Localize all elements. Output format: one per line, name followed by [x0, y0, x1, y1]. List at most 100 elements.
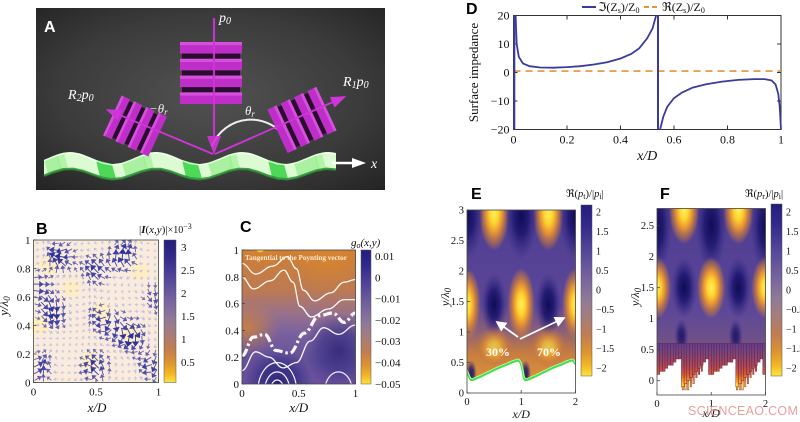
svg-text:0.6: 0.6: [225, 299, 239, 311]
svg-text:0.2: 0.2: [17, 349, 31, 361]
svg-text:−1.5: −1.5: [596, 344, 614, 355]
svg-text:−10: −10: [491, 94, 510, 108]
svg-text:3: 3: [459, 206, 464, 217]
svg-text:0.5: 0.5: [641, 345, 654, 356]
svg-text:1: 1: [459, 328, 464, 339]
svg-text:F: F: [660, 186, 670, 203]
svg-text:0.2: 0.2: [560, 133, 575, 147]
svg-text:0.5: 0.5: [451, 358, 464, 369]
svg-text:0.2: 0.2: [225, 352, 239, 364]
svg-text:−θr: −θr: [149, 101, 168, 117]
svg-text:0.5: 0.5: [89, 387, 103, 399]
svg-text:B: B: [36, 221, 48, 238]
svg-text:x/D: x/D: [702, 406, 721, 420]
svg-text:A: A: [44, 19, 56, 36]
svg-text:y/λ0: y/λ0: [630, 287, 643, 307]
svg-text:θr: θr: [245, 103, 255, 119]
svg-text:2: 2: [459, 267, 464, 278]
svg-text:0: 0: [31, 387, 37, 399]
svg-text:0.5: 0.5: [786, 266, 799, 277]
svg-text:x/D: x/D: [636, 149, 657, 164]
svg-text:2.5: 2.5: [181, 265, 195, 277]
svg-text:−2: −2: [786, 364, 797, 375]
svg-text:0.8: 0.8: [720, 133, 735, 147]
svg-text:0: 0: [459, 389, 464, 400]
svg-text:Surface impedance: Surface impedance: [466, 23, 481, 122]
svg-text:−0.02: −0.02: [375, 315, 400, 327]
svg-text:2.5: 2.5: [451, 236, 464, 247]
svg-text:|I(x,y)|×10−3: |I(x,y)|×10−3: [139, 222, 192, 236]
svg-text:ℜ(pt)/|pi|: ℜ(pt)/|pi|: [566, 188, 604, 201]
svg-text:1.5: 1.5: [641, 283, 654, 294]
svg-text:2.5: 2.5: [641, 221, 654, 232]
svg-text:D: D: [466, 1, 478, 18]
svg-text:1: 1: [25, 235, 31, 247]
svg-text:2: 2: [786, 208, 791, 219]
svg-text:10: 10: [498, 37, 510, 51]
svg-text:0.4: 0.4: [613, 133, 628, 147]
svg-text:−0.01: −0.01: [375, 294, 400, 306]
svg-text:x/D: x/D: [512, 407, 531, 421]
svg-text:1: 1: [596, 247, 601, 258]
svg-text:−0.05: −0.05: [375, 379, 401, 391]
svg-text:ℑ(Zs)/Z0: ℑ(Zs)/Z0: [598, 0, 640, 15]
svg-text:1.5: 1.5: [786, 227, 799, 238]
svg-text:1.5: 1.5: [596, 227, 609, 238]
svg-text:1: 1: [234, 245, 240, 257]
svg-text:0: 0: [239, 388, 245, 400]
svg-text:1: 1: [709, 399, 714, 410]
svg-text:0: 0: [596, 286, 601, 297]
svg-text:1: 1: [181, 334, 187, 346]
svg-text:0: 0: [25, 378, 31, 390]
svg-text:R2p0: R2p0: [67, 88, 94, 104]
svg-text:−2: −2: [596, 364, 607, 375]
svg-text:0: 0: [375, 272, 381, 284]
svg-text:1: 1: [353, 388, 359, 400]
svg-text:−1: −1: [786, 325, 797, 336]
svg-text:1: 1: [786, 247, 791, 258]
svg-text:0.5: 0.5: [181, 357, 195, 369]
svg-text:0: 0: [654, 399, 659, 410]
svg-text:0.4: 0.4: [225, 325, 239, 337]
svg-text:0: 0: [649, 376, 654, 387]
svg-text:3: 3: [181, 242, 187, 254]
svg-text:y/λ0: y/λ0: [440, 287, 453, 307]
svg-text:R1p0: R1p0: [342, 75, 369, 91]
svg-text:−1.5: −1.5: [786, 344, 800, 355]
svg-text:0.5: 0.5: [596, 266, 609, 277]
svg-text:2: 2: [181, 288, 187, 300]
svg-text:2: 2: [596, 208, 601, 219]
svg-text:0: 0: [464, 397, 469, 408]
svg-text:E: E: [471, 186, 482, 203]
svg-text:2: 2: [573, 397, 578, 408]
svg-text:70%: 70%: [537, 345, 561, 359]
svg-text:1: 1: [778, 133, 784, 147]
svg-text:go(x,y): go(x,y): [351, 237, 381, 250]
svg-text:−0.5: −0.5: [786, 305, 800, 316]
svg-text:0: 0: [511, 133, 517, 147]
svg-text:−0.03: −0.03: [375, 336, 401, 348]
svg-text:1.5: 1.5: [451, 297, 464, 308]
svg-text:0: 0: [786, 286, 791, 297]
svg-text:y/λ0: y/λ0: [0, 296, 12, 318]
svg-text:0.8: 0.8: [225, 272, 239, 284]
svg-text:−1: −1: [596, 325, 607, 336]
svg-text:−20: −20: [491, 123, 510, 137]
svg-text:30%: 30%: [486, 345, 510, 359]
svg-text:1: 1: [519, 397, 524, 408]
svg-text:x/D: x/D: [288, 400, 308, 415]
svg-text:C: C: [240, 219, 252, 236]
svg-text:0.5: 0.5: [292, 388, 306, 400]
svg-text:x: x: [370, 157, 378, 172]
svg-text:−0.5: −0.5: [596, 305, 614, 316]
svg-text:0: 0: [504, 66, 510, 80]
svg-text:0.01: 0.01: [375, 251, 394, 263]
svg-text:1.5: 1.5: [181, 311, 195, 323]
svg-text:1: 1: [649, 314, 654, 325]
svg-text:ℜ(pr)/|pi|: ℜ(pr)/|pi|: [745, 188, 783, 201]
svg-text:0: 0: [234, 379, 240, 391]
svg-text:0.8: 0.8: [17, 264, 31, 276]
svg-text:2: 2: [763, 399, 768, 410]
svg-text:0.6: 0.6: [17, 292, 31, 304]
svg-text:x/D: x/D: [87, 400, 107, 415]
